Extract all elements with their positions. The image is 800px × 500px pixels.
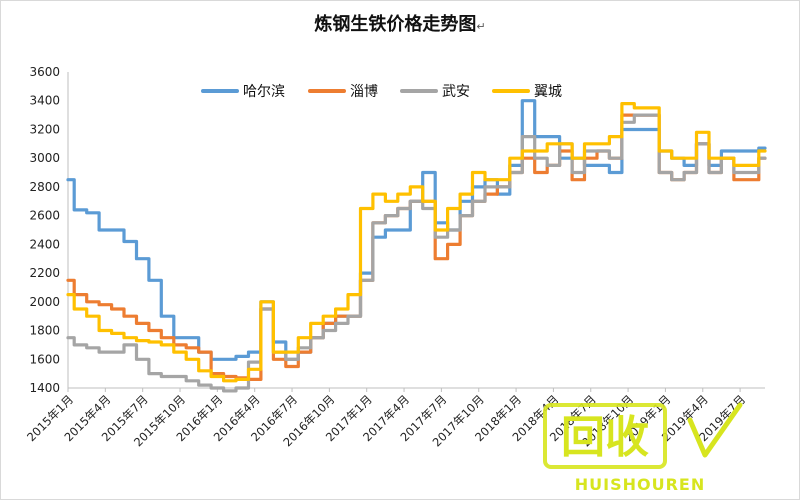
y-tick-label: 2800 [29,180,60,194]
watermark-sub: HUISHOUREN [575,475,705,494]
legend-label-4: 翼城 [534,84,562,100]
watermark-brand: 回收 [561,412,649,463]
legend-label-3: 武安 [442,84,470,100]
y-tick-label: 3400 [29,94,60,108]
y-axis: 1400 1600 1800 2000 2200 2400 2600 2800 3000 3200… [29,65,69,395]
chart-title-main: 炼钢生铁价格走势图 [314,13,476,35]
series-line-3 [66,113,767,393]
legend: 哈尔滨 淄博 武安 翼城 [201,83,562,100]
y-tick-label: 3200 [29,122,60,136]
y-tick-label: 3600 [29,65,60,79]
y-tick-label: 1600 [29,352,60,366]
y-tick-label: 1800 [29,324,60,338]
series-line-4 [66,102,767,383]
watermark-check-icon [687,402,743,458]
chart-title-suffix: ↵ [476,20,485,33]
y-tick-label: 1400 [29,381,60,395]
y-tick-label: 3000 [29,151,60,165]
y-tick-label: 2000 [29,295,60,309]
legend-label-2: 淄博 [350,83,378,100]
y-tick-label: 2400 [29,237,60,251]
watermark: 回收 HUISHOUREN [543,402,743,494]
legend-label-1: 哈尔滨 [243,84,285,100]
y-tick-label: 2600 [29,209,60,223]
watermark-box [543,403,667,469]
chart-title: 炼钢生铁价格走势图↵ [314,13,485,35]
series-group [66,99,767,393]
y-tick-label: 2200 [29,266,60,280]
